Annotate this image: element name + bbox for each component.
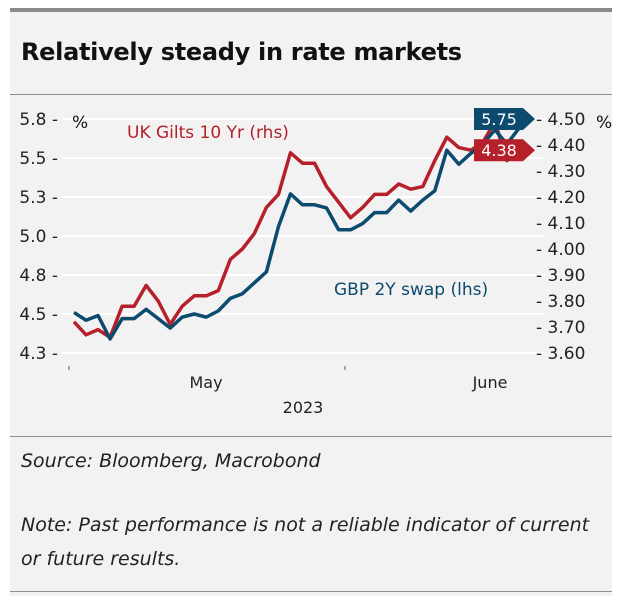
right-tick-label: - 4.00 [536, 240, 585, 260]
chart-panel [10, 8, 612, 596]
series-line-gilts [72, 119, 532, 340]
right-tick-label: - 4.10 [536, 214, 585, 234]
right-tick-label: - 3.60 [536, 344, 585, 364]
right-tick-label: - 4.20 [536, 188, 585, 208]
last-value-label: 4.38 [481, 141, 517, 160]
divider [10, 436, 612, 437]
left-tick-label: 4.8 - [19, 266, 58, 286]
right-tick-label: - 4.30 [536, 162, 585, 182]
left-tick-label: 5.0 - [19, 227, 58, 247]
series-line-swap [73, 117, 533, 341]
chart-title: Relatively steady in rate markets [21, 38, 462, 66]
source-text: Source: Bloomberg, Macrobond [21, 450, 321, 472]
right-unit-label: % [596, 113, 612, 133]
series-label-gilts: UK Gilts 10 Yr (rhs) [127, 123, 289, 143]
x-year-label: 2023 [283, 398, 324, 417]
divider [10, 591, 612, 592]
divider [10, 94, 612, 95]
note-text: Note: Past performance is not a reliable… [21, 514, 590, 570]
last-value-flag [474, 108, 535, 130]
right-tick-label: - 4.40 [536, 136, 585, 156]
left-tick-label: 5.3 - [19, 188, 58, 208]
left-tick-label: 4.5 - [19, 305, 58, 325]
left-tick-label: 5.5 - [19, 149, 58, 169]
right-tick-label: - 3.70 [536, 318, 585, 338]
x-tick-june: June [472, 373, 508, 392]
right-tick-label: - 4.50 [536, 110, 585, 130]
line-chart: 5.8 - 5.5 - 5.3 - 5.0 - 4.8 - 4.5 - 4.3 - - 4.5… [19, 108, 612, 417]
left-tick-label: 4.3 - [19, 344, 58, 364]
series-label-swap: GBP 2Y swap (lhs) [334, 280, 488, 300]
right-tick-label: - 3.90 [536, 266, 585, 286]
left-tick-label: 5.8 - [19, 110, 58, 130]
last-value-flag [474, 139, 535, 162]
right-tick-label: - 3.80 [536, 292, 585, 312]
last-value-label: 5.75 [481, 110, 517, 129]
left-unit-label: % [72, 113, 88, 133]
x-tick-may: May [189, 373, 222, 392]
